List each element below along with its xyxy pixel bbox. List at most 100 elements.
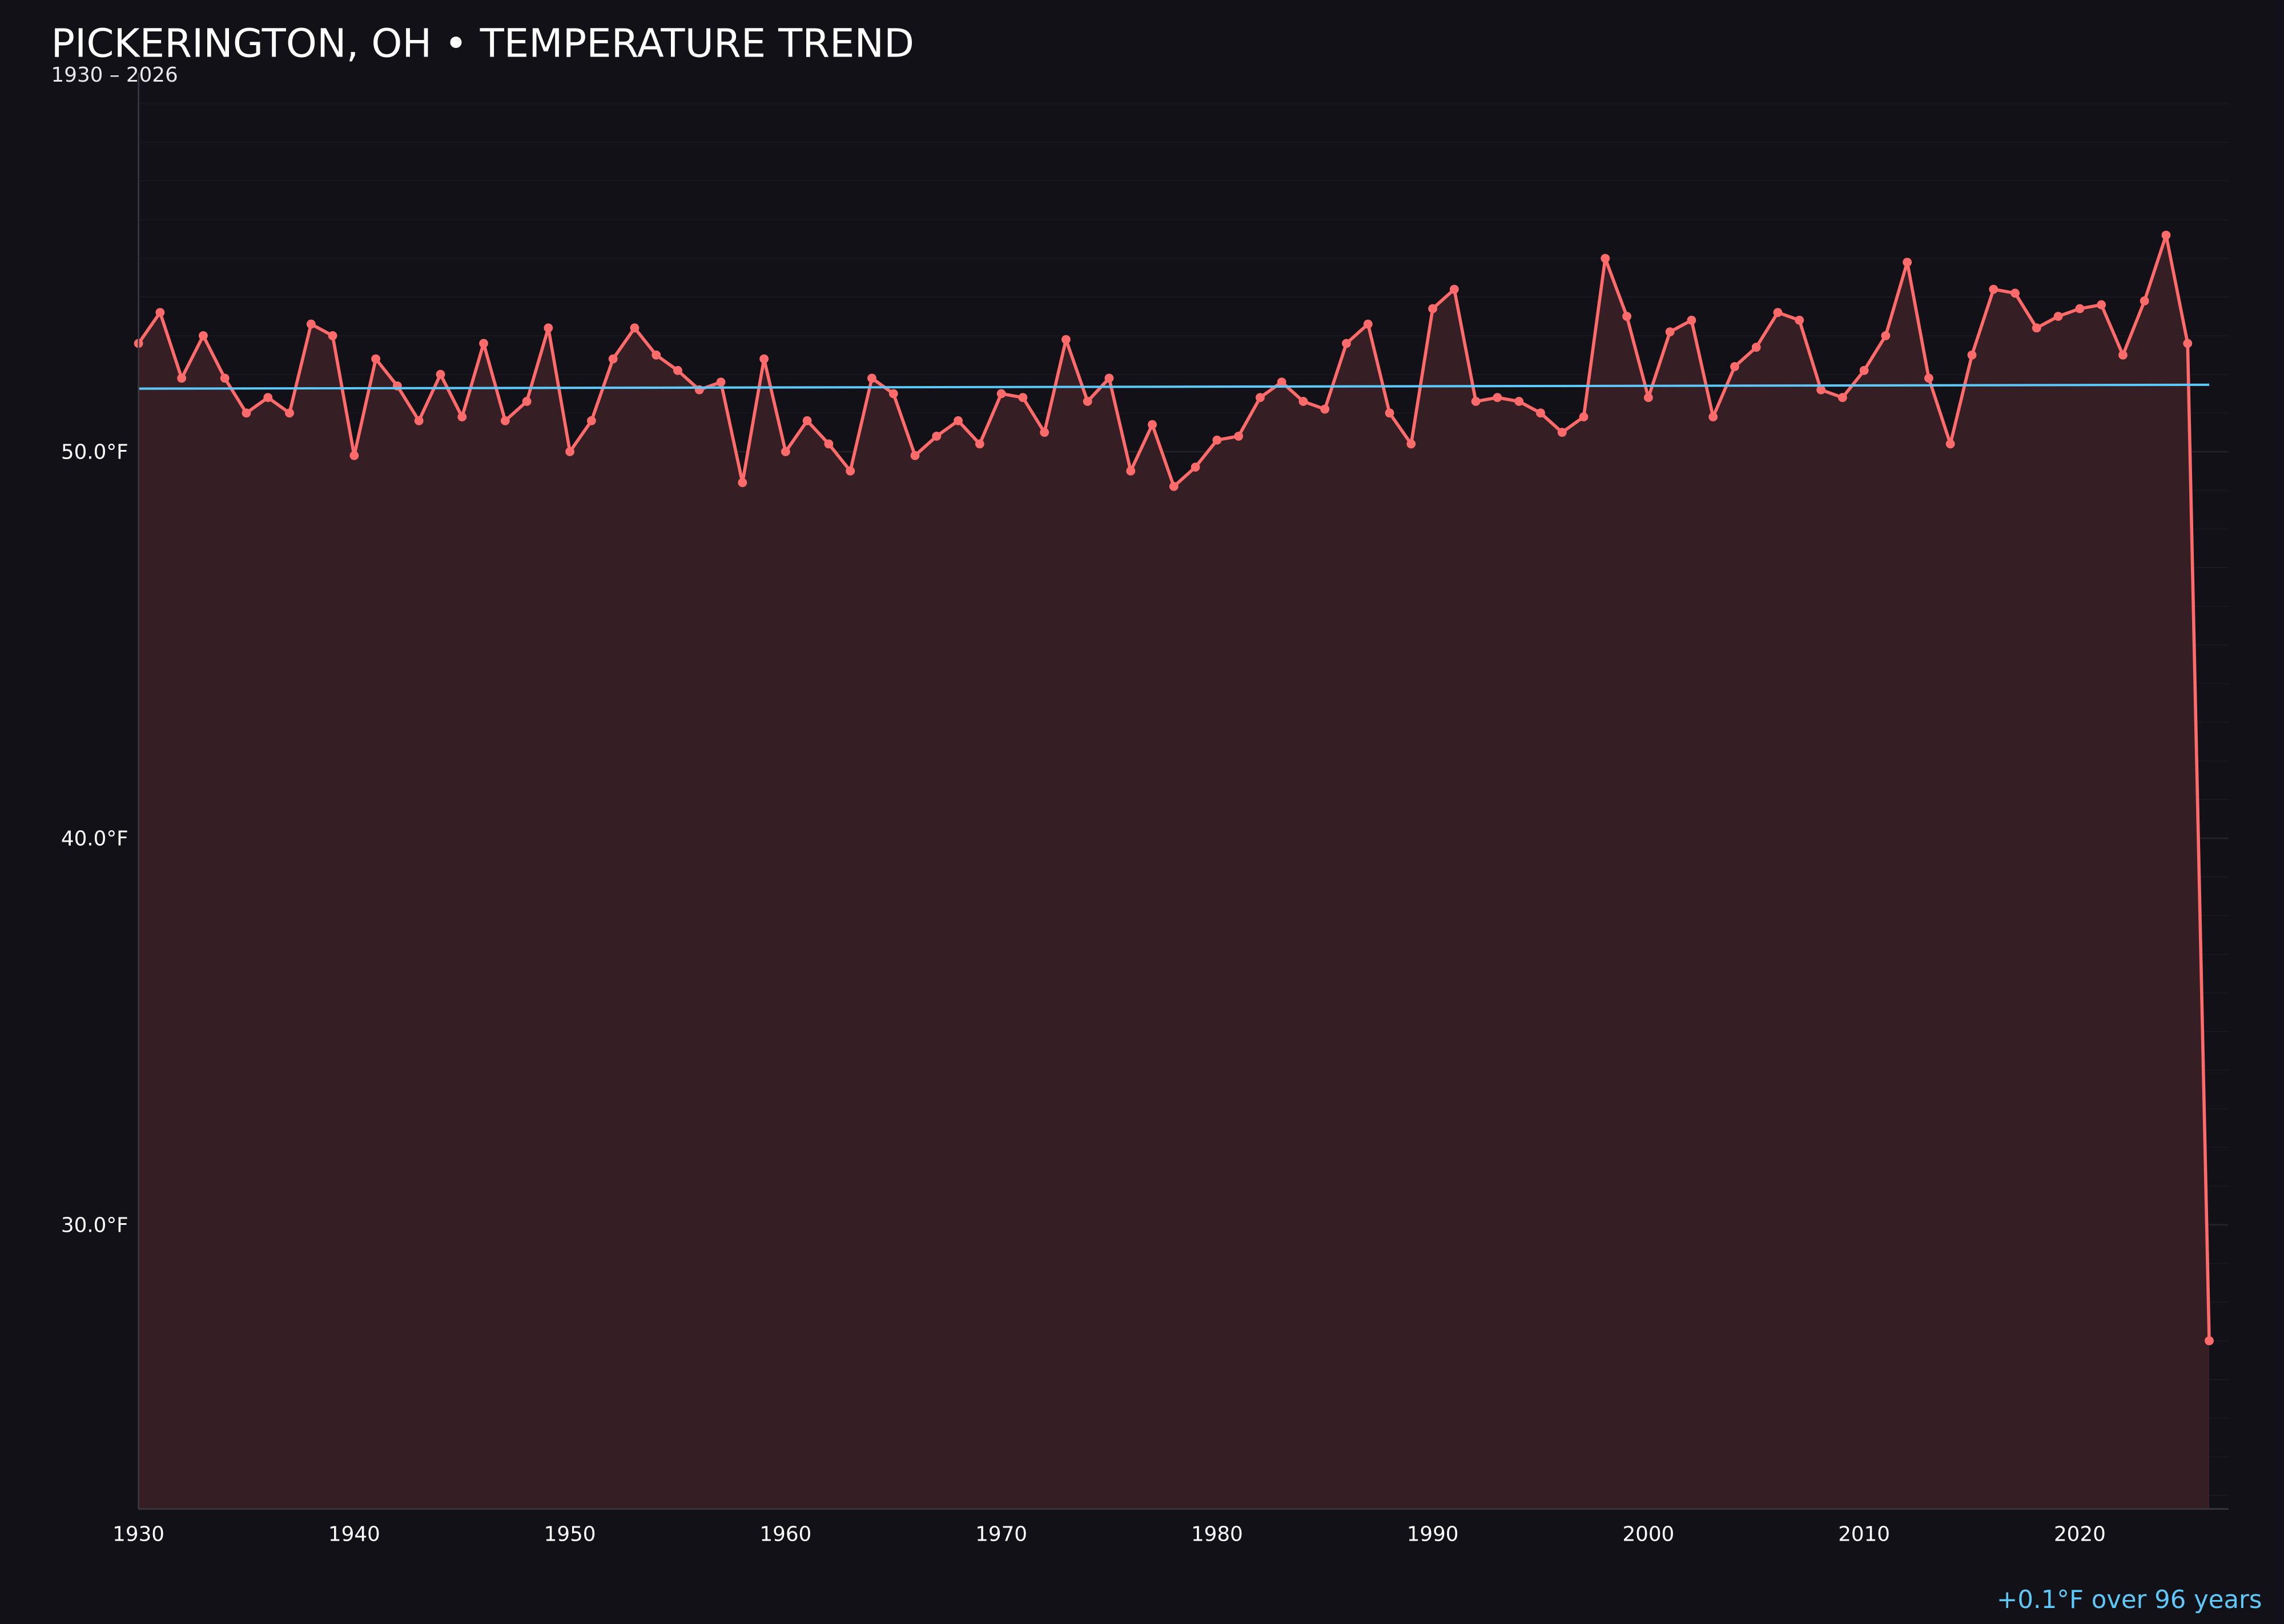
data-point xyxy=(306,319,316,329)
data-point xyxy=(2205,1336,2214,1345)
data-point xyxy=(1795,315,1804,325)
data-point xyxy=(1665,327,1675,337)
data-point xyxy=(1773,308,1783,317)
data-point xyxy=(220,373,230,383)
data-point xyxy=(1989,284,1998,294)
trend-line xyxy=(138,383,2210,390)
y-tick-label: 50.0°F xyxy=(61,441,128,464)
data-point xyxy=(608,354,618,364)
data-point xyxy=(1256,393,1265,403)
data-point xyxy=(716,377,726,387)
data-point xyxy=(673,365,682,375)
trend-annotation: +0.1°F over 96 years xyxy=(1997,1586,2262,1614)
data-point xyxy=(1601,254,1610,263)
chart-title: PICKERINGTON, OH • TEMPERATURE TREND xyxy=(51,21,915,66)
data-point xyxy=(1514,397,1524,406)
data-point xyxy=(1277,377,1286,387)
x-tick-label: 1970 xyxy=(975,1523,1027,1546)
data-point xyxy=(1837,393,1847,403)
data-point xyxy=(1471,397,1481,406)
data-point xyxy=(1557,428,1567,437)
series-markers xyxy=(134,230,2214,1345)
data-point xyxy=(1169,481,1179,491)
x-tick-label: 1940 xyxy=(328,1523,380,1546)
data-point xyxy=(436,369,445,379)
data-point xyxy=(155,308,165,317)
data-point xyxy=(1579,412,1589,421)
data-point xyxy=(500,416,510,425)
data-point xyxy=(1061,335,1071,344)
data-point xyxy=(867,373,876,383)
data-point xyxy=(1816,385,1825,395)
data-point xyxy=(1212,435,1222,445)
data-point xyxy=(2118,350,2128,360)
data-point xyxy=(544,323,553,333)
data-point xyxy=(1708,412,1718,421)
data-point xyxy=(910,451,920,460)
data-point xyxy=(1881,331,1891,340)
data-point xyxy=(1428,304,1438,313)
data-point xyxy=(1536,408,1545,418)
data-point xyxy=(824,439,834,449)
x-tick-labels: 1930 1940 1950 1960 1970 1980 1990 2000 2010 2020 xyxy=(112,1523,2106,1546)
data-point xyxy=(586,416,596,425)
data-point xyxy=(328,331,337,340)
data-point xyxy=(242,408,251,418)
data-point xyxy=(932,431,942,441)
data-point xyxy=(1687,315,1696,325)
data-point xyxy=(199,331,208,340)
data-point xyxy=(1040,428,1049,437)
y-tick-label: 30.0°F xyxy=(61,1214,128,1237)
chart-subtitle: 1930 – 2026 xyxy=(51,63,178,87)
data-point xyxy=(630,323,640,333)
x-tick-label: 2020 xyxy=(2054,1523,2106,1546)
data-point xyxy=(2161,230,2171,240)
series-area-fill xyxy=(138,235,2210,1509)
data-point xyxy=(1406,439,1416,449)
data-point xyxy=(2075,304,2085,313)
data-point xyxy=(954,416,963,425)
data-point xyxy=(1126,466,1136,476)
y-tick-labels: 30.0°F 40.0°F 50.0°F xyxy=(61,441,128,1237)
data-point xyxy=(1104,373,1114,383)
x-tick-label: 2000 xyxy=(1622,1523,1674,1546)
data-point xyxy=(802,416,812,425)
data-point xyxy=(2183,339,2193,348)
data-point xyxy=(371,354,381,364)
data-point xyxy=(1945,439,1955,449)
data-point xyxy=(2053,312,2063,321)
data-point xyxy=(2140,296,2149,305)
data-point xyxy=(522,397,532,406)
data-point xyxy=(177,373,187,383)
data-point xyxy=(1298,397,1308,406)
data-point xyxy=(2097,300,2106,309)
data-point xyxy=(652,350,661,360)
data-point xyxy=(479,339,488,348)
x-tick-label: 1960 xyxy=(759,1523,811,1546)
data-point xyxy=(1148,420,1157,429)
y-tick-label: 40.0°F xyxy=(61,827,128,851)
data-point xyxy=(759,354,769,364)
x-tick-label: 1990 xyxy=(1407,1523,1459,1546)
data-point xyxy=(565,447,575,456)
data-point xyxy=(285,408,294,418)
data-point xyxy=(888,389,898,399)
data-point xyxy=(975,439,984,449)
x-tick-label: 1930 xyxy=(112,1523,164,1546)
data-point xyxy=(1493,393,1502,403)
data-point xyxy=(846,466,855,476)
data-point xyxy=(1730,362,1739,371)
data-point xyxy=(1234,431,1244,441)
data-point xyxy=(1622,312,1632,321)
data-point xyxy=(2032,323,2041,333)
x-tick-label: 2010 xyxy=(1838,1523,1890,1546)
data-point xyxy=(349,451,359,460)
data-point xyxy=(1924,373,1933,383)
data-point xyxy=(781,447,790,456)
data-point xyxy=(1385,408,1394,418)
data-point xyxy=(457,412,467,421)
data-point xyxy=(1859,365,1869,375)
data-point xyxy=(2010,288,2020,298)
data-point xyxy=(1751,343,1761,352)
